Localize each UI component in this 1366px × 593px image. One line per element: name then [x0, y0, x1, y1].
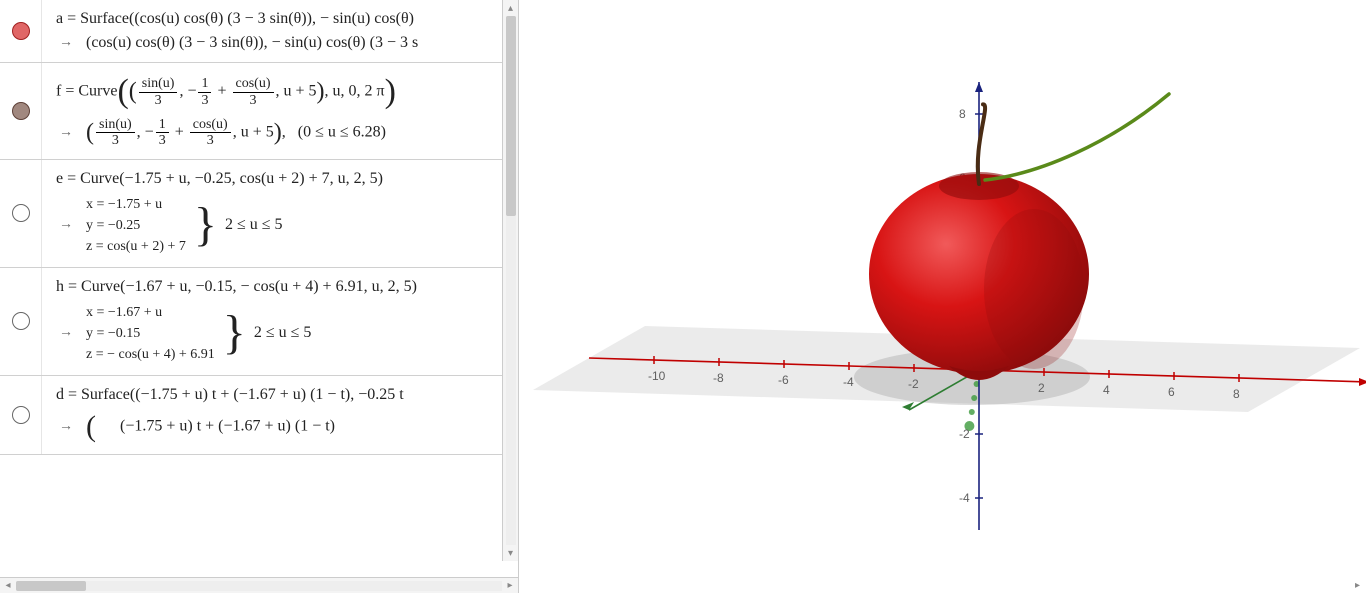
algebra-entry[interactable]: ×d = Surface((−1.75 + u) t + (−1.67 + u)… — [0, 376, 518, 455]
output-arrow-icon: → — [56, 125, 76, 141]
axis-handle-icon[interactable] — [971, 395, 977, 401]
algebra-entry[interactable]: ×h = Curve(−1.67 + u, −0.15, − cos(u + 4… — [0, 268, 518, 376]
vertical-scrollbar[interactable]: ▴ ▾ — [502, 0, 518, 561]
definition-line[interactable]: a = Surface((cos(u) cos(θ) (3 − 3 sin(θ)… — [56, 10, 510, 28]
output-arrow-icon: → — [56, 217, 76, 233]
x-tick-label: 8 — [1233, 387, 1240, 401]
x-tick-label: 6 — [1168, 385, 1175, 399]
definition-line[interactable]: d = Surface((−1.75 + u) t + (−1.67 + u) … — [56, 386, 510, 404]
x-tick-label: -10 — [648, 369, 666, 383]
output-line: x = −1.67 + uy = −0.15z = − cos(u + 4) +… — [86, 302, 311, 365]
visibility-toggle[interactable] — [0, 376, 42, 454]
scroll-thumb-vertical[interactable] — [506, 16, 516, 216]
algebra-entry[interactable]: ×a = Surface((cos(u) cos(θ) (3 − 3 sin(θ… — [0, 0, 518, 63]
scroll-up-icon[interactable]: ▴ — [503, 0, 518, 16]
x-axis-arrow-icon — [1359, 378, 1366, 386]
x-tick-label: -8 — [713, 371, 724, 385]
output-arrow-icon: → — [56, 35, 76, 51]
horizontal-scrollbar[interactable]: ◂ ▸ — [0, 577, 518, 593]
graphics-3d-view[interactable]: -10-8-6-4-2246868-2-4 ▸ — [519, 0, 1366, 593]
apple-shade — [984, 209, 1084, 369]
scroll-right-icon[interactable]: ▸ — [502, 578, 518, 593]
visibility-marble-icon[interactable] — [12, 102, 30, 120]
output-line: (sin(u)3, −13 + cos(u)3, u + 5), (0 ≤ u … — [86, 117, 386, 149]
x-tick-label: 2 — [1038, 381, 1045, 395]
algebra-entry[interactable]: ×e = Curve(−1.75 + u, −0.25, cos(u + 2) … — [0, 160, 518, 268]
x-tick-label: 4 — [1103, 383, 1110, 397]
output-line: (cos(u) cos(θ) (3 − 3 sin(θ)), − sin(u) … — [86, 34, 418, 52]
scroll-thumb-horizontal[interactable] — [16, 581, 86, 591]
z-axis-arrow-icon — [975, 82, 983, 92]
output-line: x = −1.75 + uy = −0.25z = cos(u + 2) + 7… — [86, 194, 283, 257]
x-tick-label: -2 — [908, 377, 919, 391]
visibility-toggle[interactable] — [0, 63, 42, 159]
scroll-down-icon[interactable]: ▾ — [503, 545, 518, 561]
apple-leaf-curve — [985, 94, 1169, 180]
visibility-marble-icon[interactable] — [12, 204, 30, 222]
z-tick-label: -4 — [959, 491, 970, 505]
definition-line[interactable]: h = Curve(−1.67 + u, −0.15, − cos(u + 4)… — [56, 278, 510, 296]
algebra-entry[interactable]: ×f = Curve((sin(u)3, −13 + cos(u)3, u + … — [0, 63, 518, 160]
visibility-toggle[interactable] — [0, 268, 42, 375]
z-tick-label: -2 — [959, 427, 970, 441]
algebra-panel: ×a = Surface((cos(u) cos(θ) (3 − 3 sin(θ… — [0, 0, 519, 593]
output-arrow-icon: → — [56, 419, 76, 435]
output-line: ( (−1.75 + u) t + (−1.67 + u) (1 − t) — [86, 410, 335, 444]
definition-line[interactable]: e = Curve(−1.75 + u, −0.25, cos(u + 2) +… — [56, 170, 510, 188]
scroll-left-icon[interactable]: ◂ — [0, 578, 16, 593]
apple-surface — [869, 94, 1169, 380]
view-corner-icon[interactable]: ▸ — [1355, 580, 1360, 591]
z-tick-label: 8 — [959, 107, 966, 121]
visibility-toggle[interactable] — [0, 160, 42, 267]
visibility-marble-icon[interactable] — [12, 22, 30, 40]
definition-line[interactable]: f = Curve((sin(u)3, −13 + cos(u)3, u + 5… — [56, 73, 510, 111]
output-arrow-icon: → — [56, 325, 76, 341]
axis-handle-icon[interactable] — [969, 409, 975, 415]
visibility-toggle[interactable] — [0, 0, 42, 62]
x-tick-label: -6 — [778, 373, 789, 387]
visibility-marble-icon[interactable] — [12, 312, 30, 330]
visibility-marble-icon[interactable] — [12, 406, 30, 424]
x-tick-label: -4 — [843, 375, 854, 389]
